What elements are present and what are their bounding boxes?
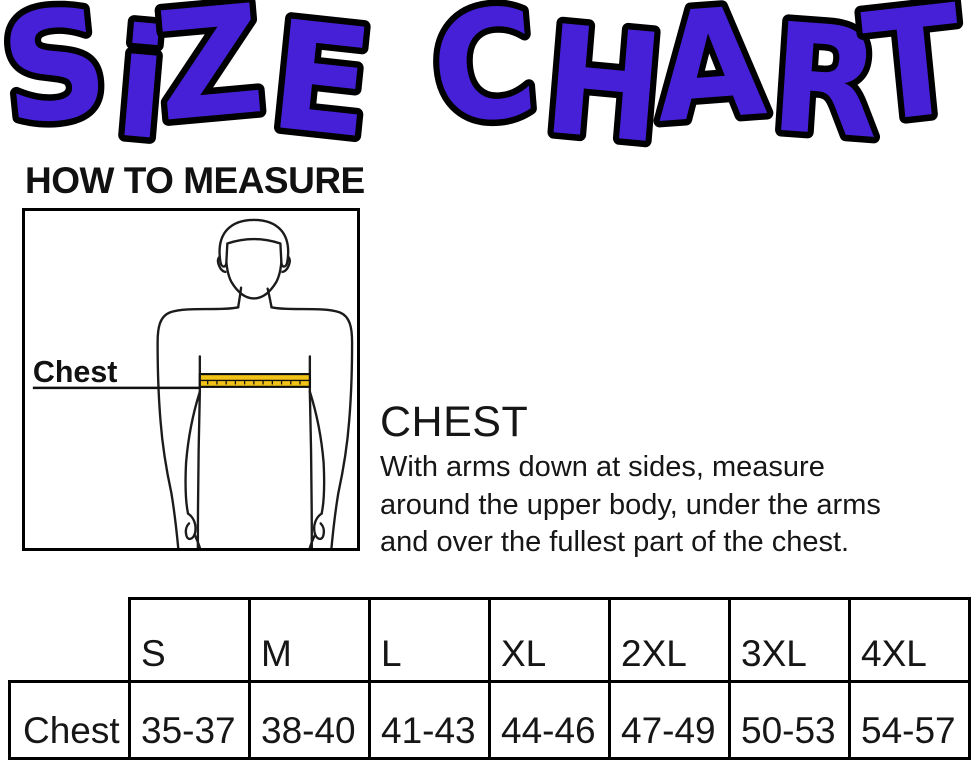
chest-measurement-cell: 38-40 <box>248 680 371 760</box>
size-table: S M L XL 2XL 3XL 4XL Chest 35-37 38-40 4… <box>8 597 971 760</box>
measuring-tape <box>198 373 311 388</box>
page-title: SiZE CHART <box>0 0 977 158</box>
figure-hand-right <box>308 534 316 548</box>
size-column-header: 2XL <box>608 597 731 683</box>
figure-torso-side-left <box>196 390 202 548</box>
figure-inner-arm-left <box>184 390 202 515</box>
chest-measurement-cell: 50-53 <box>728 680 851 760</box>
measuring-tape-ticks <box>207 380 301 385</box>
figure-thumb-right <box>313 512 326 541</box>
size-table-chest-row: Chest 35-37 38-40 41-43 44-46 47-49 50-5… <box>8 680 971 760</box>
figure-inner-arm-right <box>308 390 326 515</box>
figure-neck-left <box>236 286 243 309</box>
chest-measurement-cell: 35-37 <box>128 680 251 760</box>
chest-measurement-cell: 47-49 <box>608 680 731 760</box>
chest-measurement-cell: 44-46 <box>488 680 611 760</box>
size-table-header-row: S M L XL 2XL 3XL 4XL <box>10 597 971 683</box>
measurement-diagram: Chest <box>22 208 360 551</box>
figure-torso-side-right <box>308 390 313 548</box>
chest-instructions: With arms down at sides, measure around … <box>380 449 881 562</box>
torso-figure-illustration: Chest <box>33 218 354 548</box>
size-column-header: XL <box>488 597 611 683</box>
title-word-chart: CHART <box>425 0 970 158</box>
chest-instruction-line-1: With arms down at sides, measure <box>380 451 825 483</box>
figure-right-shoulder-arm <box>270 306 354 548</box>
figure-thumb-left <box>184 512 197 541</box>
how-to-measure-heading: HOW TO MEASURE <box>25 160 365 201</box>
figure-hair <box>218 218 290 268</box>
chest-measurement-cell: 54-57 <box>848 680 971 760</box>
figure-left-shoulder-arm <box>156 306 240 548</box>
chest-instruction-line-2: around the upper body, under the arms <box>380 488 881 521</box>
size-column-header: S <box>128 597 251 683</box>
title-word-size: SiZE <box>0 0 380 158</box>
figure-face <box>224 246 283 300</box>
size-column-header: 3XL <box>728 597 851 683</box>
figure-neck-right <box>266 287 273 309</box>
size-table-corner-cell <box>10 599 130 682</box>
chest-instruction-line-3: and over the fullest part of the chest. <box>380 526 850 558</box>
chest-measurement-cell: 41-43 <box>368 680 491 760</box>
size-row-label: Chest <box>8 680 131 760</box>
size-column-header: 4XL <box>848 597 971 683</box>
size-column-header: L <box>368 597 491 683</box>
chest-section-heading: CHEST <box>380 398 529 446</box>
size-column-header: M <box>248 597 371 683</box>
chest-label: Chest <box>33 355 118 389</box>
figure-hand-left <box>193 534 202 548</box>
